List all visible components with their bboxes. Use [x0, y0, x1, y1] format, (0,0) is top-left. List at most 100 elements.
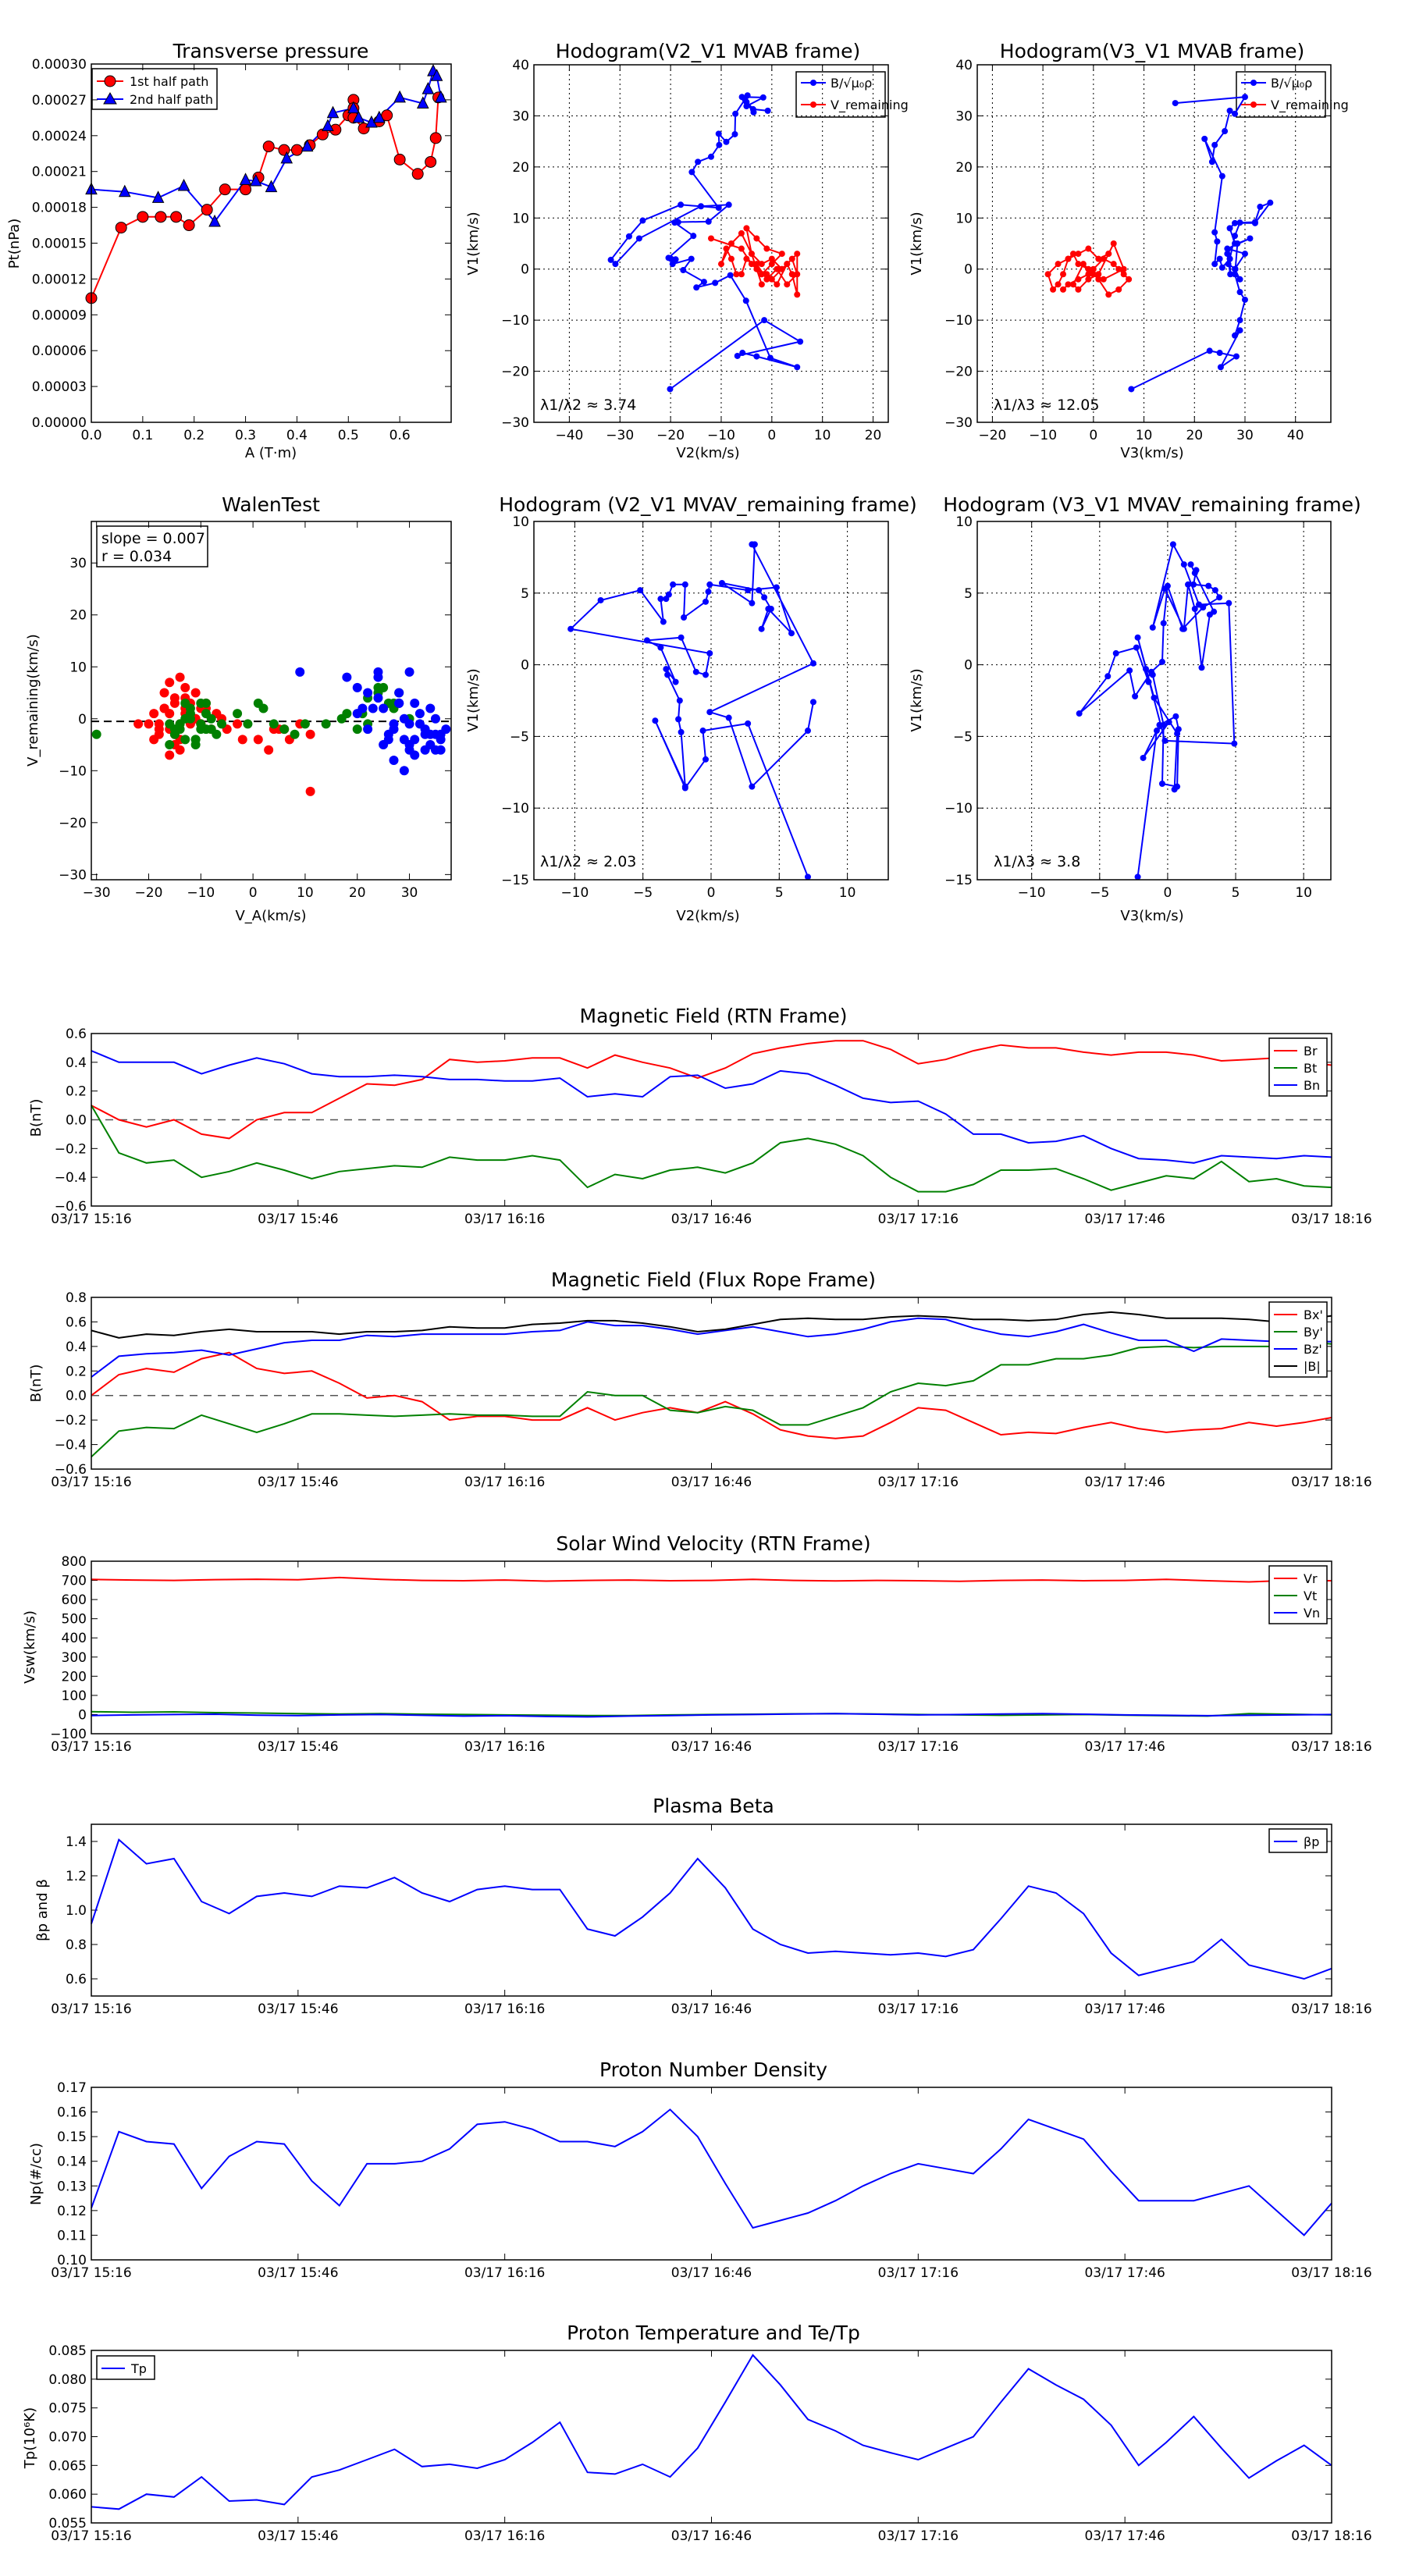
- field-hodogram-point: [739, 350, 746, 357]
- velocity-hodogram-point: [1115, 265, 1122, 272]
- field-hodogram-point: [665, 254, 672, 262]
- velocity-hodogram-point: [778, 265, 785, 272]
- x-tick-label: 0.5: [338, 428, 359, 443]
- field-hodogram-point: [607, 256, 614, 263]
- chart-title: Magnetic Field (Flux Rope Frame): [551, 1268, 876, 1291]
- y-tick-label: 0.00015: [32, 237, 87, 252]
- y-tick-label: 0.14: [57, 2154, 87, 2170]
- series-line: [91, 1050, 1332, 1164]
- velocity-hodogram-point: [1085, 271, 1092, 278]
- x-tick-label: 0.1: [132, 428, 153, 443]
- x-tick-label: 10: [814, 428, 831, 443]
- x-tick-label: −20: [978, 428, 1006, 443]
- field-hodogram-point: [1211, 229, 1218, 236]
- y-axis-label: B(nT): [28, 1099, 44, 1137]
- velocity-hodogram-point: [708, 235, 714, 242]
- chart-title: Hodogram(V2_V1 MVAB frame): [556, 40, 860, 62]
- point-2nd-half: [208, 214, 221, 227]
- chart-title: Magnetic Field (RTN Frame): [580, 1005, 848, 1027]
- point-2nd-half: [416, 96, 429, 109]
- field-hodogram-point: [706, 649, 713, 656]
- velocity-hodogram-point: [768, 261, 775, 268]
- legend-marker-v: [810, 101, 816, 108]
- field-hodogram-point: [767, 354, 774, 361]
- field-hodogram-point: [1214, 238, 1221, 245]
- y-axis-label: βp and β: [34, 1879, 51, 1941]
- field-hodogram-point: [712, 279, 719, 286]
- y-tick-label: −5: [953, 729, 973, 745]
- velocity-hodogram-point: [763, 245, 770, 252]
- field-hodogram-point: [1172, 713, 1179, 720]
- x-tick-label: 03/17 16:16: [464, 2001, 545, 2017]
- field-hodogram-point: [1133, 644, 1140, 651]
- x-axis-label: A (T·m): [245, 445, 297, 461]
- walen-point: [169, 724, 180, 735]
- y-tick-label: −0.2: [55, 1413, 87, 1429]
- velocity-hodogram-point: [1075, 276, 1082, 283]
- chart-title: Transverse pressure: [173, 40, 369, 62]
- point-1st-half: [137, 211, 149, 223]
- field-hodogram-point: [1241, 296, 1248, 303]
- y-tick-label: −0.6: [55, 1462, 87, 1478]
- walen-point: [379, 703, 389, 713]
- y-tick-label: 0.11: [57, 2228, 87, 2243]
- walen-point: [269, 719, 279, 729]
- point-2nd-half: [347, 101, 360, 114]
- x-tick-label: 03/17 16:16: [464, 1475, 545, 1490]
- x-axis-label: V3(km/s): [1120, 445, 1183, 461]
- velocity-hodogram-point: [1100, 255, 1107, 262]
- field-hodogram-point: [804, 728, 811, 735]
- field-hodogram-point: [1211, 261, 1218, 268]
- field-hodogram-point: [742, 297, 749, 304]
- x-tick-label: 10: [1136, 428, 1153, 443]
- field-hodogram-point: [680, 267, 687, 274]
- y-tick-label: 30: [69, 556, 87, 571]
- x-tick-label: 03/17 17:46: [1084, 1739, 1165, 1755]
- x-tick-label: 10: [839, 885, 856, 901]
- walen-point: [165, 740, 175, 750]
- plot-frame: [91, 521, 452, 881]
- walen-point: [212, 729, 222, 739]
- walen-point: [253, 735, 263, 745]
- field-hodogram-point: [597, 596, 604, 603]
- field-hodogram-point: [1267, 199, 1274, 206]
- y-tick-label: 0.15: [57, 2129, 87, 2145]
- y-axis-label: B(nT): [28, 1364, 44, 1403]
- slope-annotation: slope = 0.007: [101, 530, 205, 547]
- field-hodogram-point: [1132, 692, 1139, 699]
- field-hodogram-point: [1187, 561, 1194, 568]
- velocity-hodogram-point: [1085, 245, 1092, 252]
- velocity-hodogram-point: [788, 255, 795, 262]
- hodogram-v2-v1-mvab-chart: Hodogram(V2_V1 MVAB frame) V2(km/s) V1(k…: [465, 40, 909, 461]
- velocity-hodogram-point: [1065, 281, 1072, 288]
- walen-point: [436, 735, 446, 745]
- x-tick-label: −10: [707, 428, 735, 443]
- walen-point: [342, 672, 352, 682]
- velocity-hodogram-point: [763, 271, 770, 278]
- field-hodogram-point: [1134, 873, 1141, 881]
- field-hodogram-point: [669, 261, 676, 268]
- walen-point: [404, 667, 414, 677]
- field-hodogram-line: [610, 94, 802, 390]
- velocity-hodogram-point: [1105, 291, 1112, 298]
- walen-point: [363, 724, 373, 735]
- field-hodogram-point: [1232, 240, 1239, 247]
- walen-point: [196, 724, 206, 735]
- series-line: [91, 1311, 1332, 1339]
- x-tick-label: 03/17 15:46: [258, 1739, 338, 1755]
- plot-frame: [976, 64, 1332, 423]
- legend: 1st half path 2nd half path: [91, 68, 218, 110]
- field-hodogram-point: [809, 660, 816, 667]
- field-hodogram-point: [672, 678, 679, 685]
- x-axis-label: V2(km/s): [676, 908, 739, 924]
- field-hodogram-point: [700, 279, 707, 286]
- field-hodogram-point: [678, 728, 685, 735]
- legend-marker-b: [810, 80, 816, 86]
- x-tick-label: 03/17 17:46: [1084, 1475, 1165, 1490]
- walen-point: [201, 698, 211, 708]
- field-hodogram-point: [1205, 582, 1212, 589]
- y-tick-label: 0.080: [48, 2372, 87, 2388]
- y-tick-label: 20: [69, 608, 87, 624]
- x-tick-label: −20: [135, 885, 163, 901]
